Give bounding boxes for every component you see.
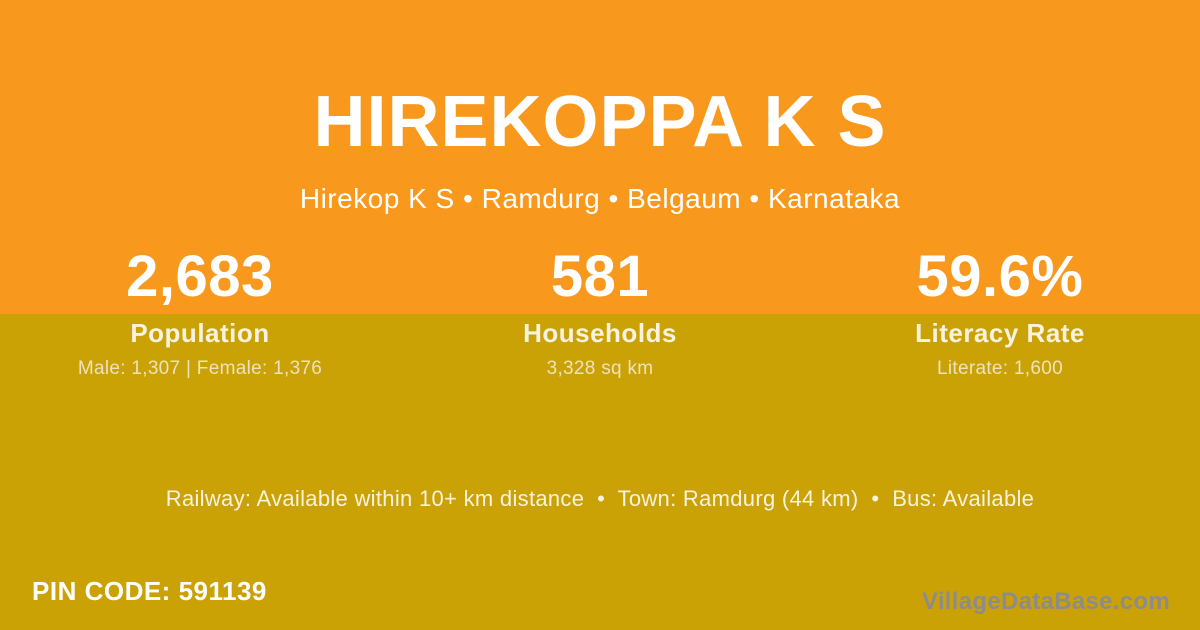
stats-row: 2,683 Population Male: 1,307 | Female: 1…	[0, 246, 1200, 380]
stat-population: 2,683 Population Male: 1,307 | Female: 1…	[0, 246, 400, 380]
households-detail: 3,328 sq km	[546, 358, 654, 379]
population-detail: Male: 1,307 | Female: 1,376	[77, 358, 323, 379]
olive-footer-background	[0, 314, 1200, 630]
population-label: Population	[130, 318, 270, 348]
literacy-rate-label: Literacy Rate	[915, 318, 1085, 348]
transport-info-line: Railway: Available within 10+ km distanc…	[165, 486, 1035, 511]
location-breadcrumb: Hirekop K S • Ramdurg • Belgaum • Karnat…	[299, 183, 901, 214]
stat-households: 581 Households 3,328 sq km	[400, 246, 800, 380]
site-watermark: VillageDataBase.com	[921, 588, 1170, 615]
pin-code-label: PIN CODE: 591139	[32, 576, 267, 606]
village-title: HIREKOPPA K S	[313, 82, 887, 162]
orange-header-background	[0, 0, 1200, 314]
literacy-rate-value: 59.6%	[916, 244, 1084, 309]
literacy-rate-detail: Literate: 1,600	[937, 358, 1063, 379]
stat-literacy-rate: 59.6% Literacy Rate Literate: 1,600	[800, 246, 1200, 380]
population-value: 2,683	[126, 244, 274, 309]
households-value: 581	[550, 244, 650, 309]
households-label: Households	[523, 318, 677, 348]
